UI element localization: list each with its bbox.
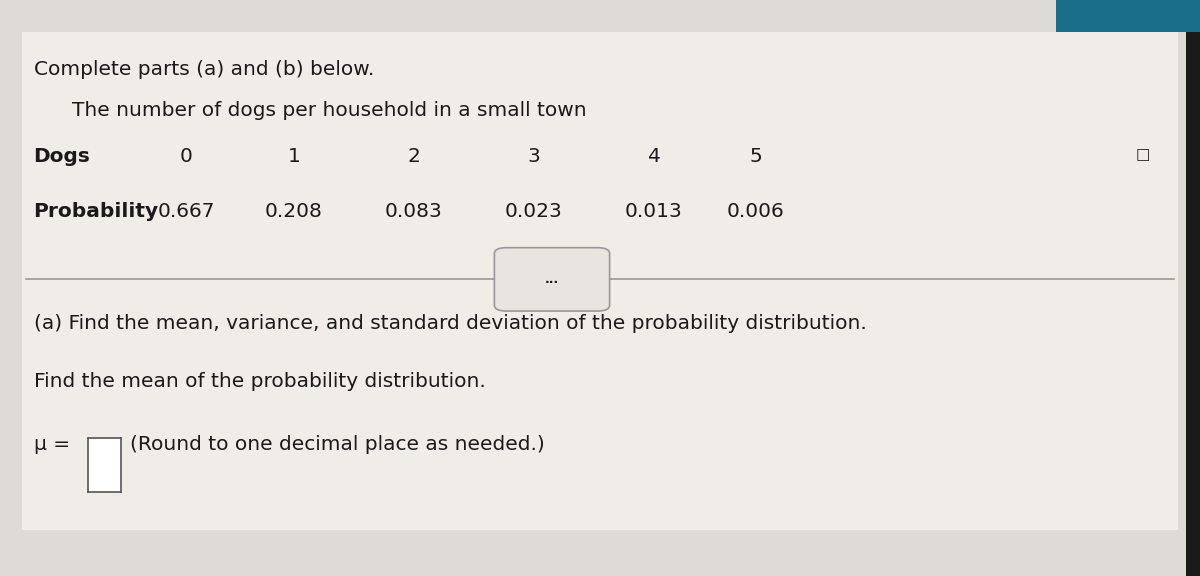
Text: Dogs: Dogs	[34, 147, 90, 166]
Text: (Round to one decimal place as needed.): (Round to one decimal place as needed.)	[130, 435, 545, 454]
Text: 1: 1	[288, 147, 300, 166]
Text: 0.208: 0.208	[265, 202, 323, 221]
FancyBboxPatch shape	[494, 248, 610, 311]
Text: ...: ...	[545, 273, 559, 286]
Text: 2: 2	[408, 147, 420, 166]
Text: 3: 3	[528, 147, 540, 166]
Text: (a) Find the mean, variance, and standard deviation of the probability distribut: (a) Find the mean, variance, and standar…	[34, 314, 866, 333]
Text: 0.667: 0.667	[157, 202, 215, 221]
Text: The number of dogs per household in a small town: The number of dogs per household in a sm…	[72, 101, 587, 120]
Text: Complete parts (a) and (b) below.: Complete parts (a) and (b) below.	[34, 60, 374, 79]
Text: 0: 0	[180, 147, 192, 166]
Text: 0.083: 0.083	[385, 202, 443, 221]
Text: Probability: Probability	[34, 202, 158, 221]
Text: Find the mean of the probability distribution.: Find the mean of the probability distrib…	[34, 372, 485, 391]
Text: □: □	[1135, 147, 1150, 162]
Text: 0.023: 0.023	[505, 202, 563, 221]
Text: 4: 4	[648, 147, 660, 166]
Text: 0.006: 0.006	[727, 202, 785, 221]
Text: 5: 5	[750, 147, 762, 166]
Text: 0.013: 0.013	[625, 202, 683, 221]
Text: μ =: μ =	[34, 435, 70, 454]
